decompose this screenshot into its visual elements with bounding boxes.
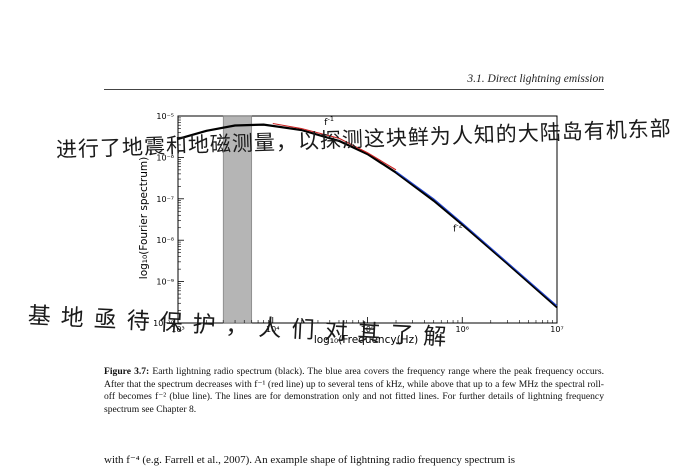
header-rule [104,89,604,90]
annotation-exponent: -2 [456,222,462,230]
x-axis-label: log₁₀(Frequency(Hz) [314,334,418,346]
annotation-f1: f-1 [324,115,334,128]
f2-line [395,170,558,307]
x-tick-label: 10⁵ [361,325,374,334]
spectrum-line [177,123,558,309]
caption-text: Earth lightning radio spectrum (black). … [104,366,604,415]
y-tick-label: 10⁻⁷ [156,195,174,204]
y-tick-label: 10⁻⁹ [156,278,174,287]
y-tick-label: 10⁻⁵ [156,112,174,121]
annotation-f2: f-2 [453,222,463,235]
caption-label: Figure 3.7: [104,366,150,377]
x-tick-label: 10³ [171,325,184,334]
body-text: with f⁻⁴ (e.g. Farrell et al., 2007). An… [104,454,516,466]
y-tick-label: 10⁻¹⁰ [153,319,174,328]
x-tick-label: 10⁶ [456,325,469,334]
x-tick-label: 10⁴ [266,325,279,334]
y-tick-label: 10⁻⁶ [156,153,174,162]
f1-line [272,122,397,171]
y-axis-label: log₁₀(Fourier spectrum) [138,157,150,279]
plot-area: 10³ 10⁴ 10⁵ 10⁶ 10⁷ 10⁻¹⁰ 10⁻⁹ 10⁻⁸ 10⁻⁷ 10⁻⁶ 10⁻⁵… [153,112,564,334]
x-tick-label: 10⁷ [550,325,563,334]
annotation-exponent: -1 [327,115,333,123]
figure-caption: Figure 3.7: Earth lightning radio spectr… [104,366,604,416]
y-tick-label: 10⁻⁸ [156,236,174,245]
peak-band [222,115,253,324]
running-header: 3.1. Direct lightning emission [467,73,604,85]
